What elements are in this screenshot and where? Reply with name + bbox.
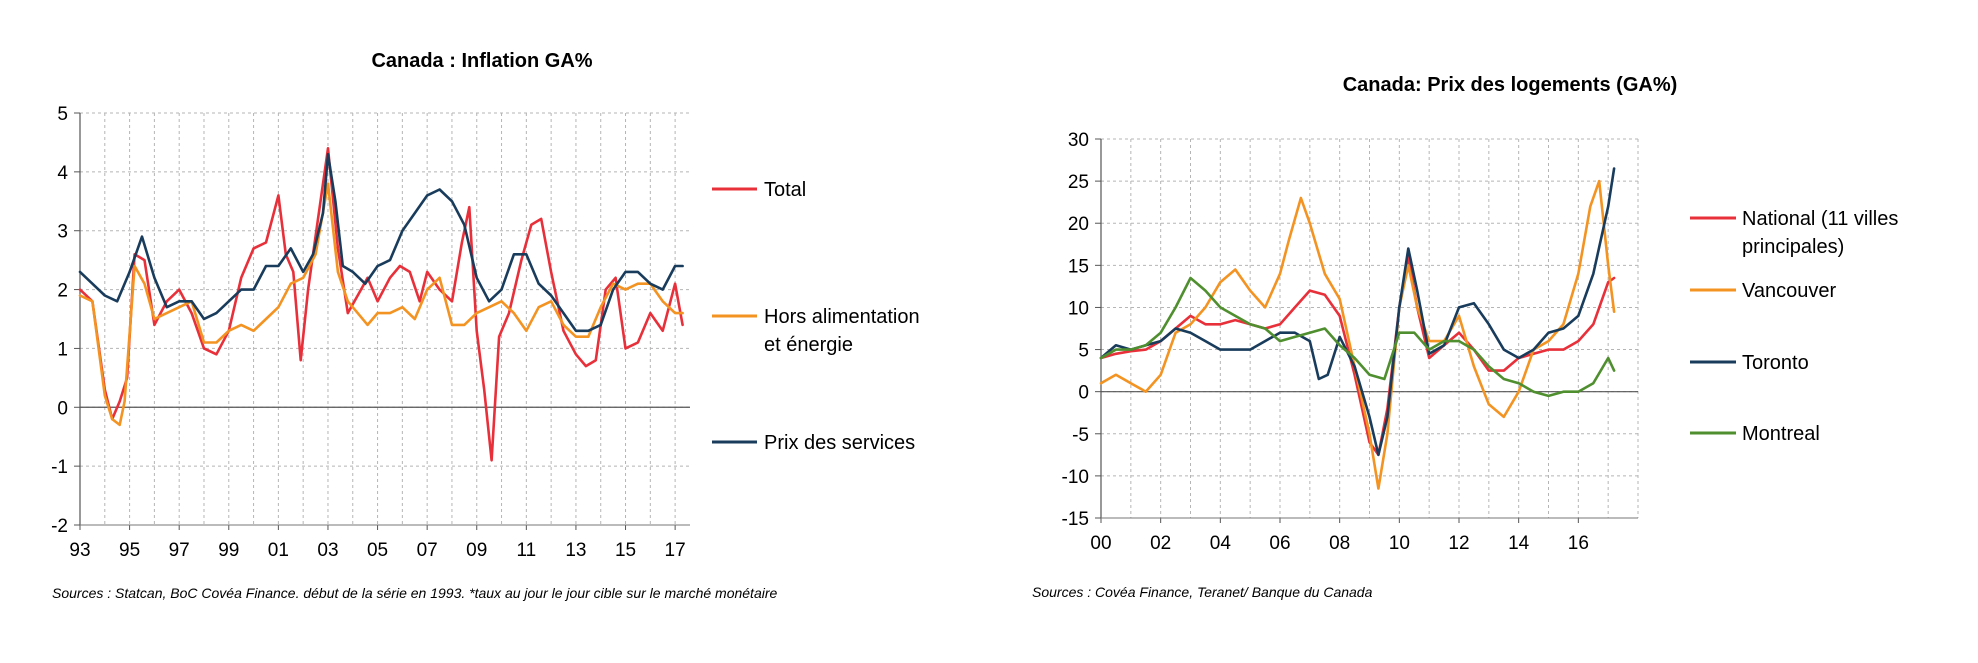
- legend-item-national: National (11 villes principales): [1690, 208, 1904, 258]
- inflation-x-tick-label: 07: [417, 540, 438, 561]
- inflation-axes: [74, 112, 690, 530]
- housing-series-lines: [1099, 167, 1616, 490]
- legend-label-total: Total: [764, 179, 806, 201]
- housing-y-tick-label: -10: [1062, 467, 1089, 488]
- inflation-y-tick-label: 1: [57, 339, 68, 360]
- inflation-gridlines: [79, 112, 690, 526]
- inflation-y-tick-label: 2: [57, 281, 68, 302]
- inflation-x-tick-label: 13: [565, 540, 586, 561]
- legend-label-services: Prix des services: [764, 432, 915, 454]
- housing-x-tick-label: 02: [1150, 533, 1171, 554]
- housing-y-tick-label: -5: [1072, 425, 1089, 446]
- series-line-prix-des-services: [78, 152, 684, 333]
- housing-y-tick-label: 20: [1068, 214, 1089, 235]
- legend-item-services: Prix des services: [712, 432, 915, 454]
- inflation-y-tick-label: 0: [57, 398, 68, 419]
- inflation-x-tick-label: 97: [169, 540, 190, 561]
- inflation-x-tick-label: 17: [665, 540, 686, 561]
- legend-item-montreal: Montreal: [1690, 423, 1820, 445]
- legend-item-core: Hors alimentation et énergie: [712, 306, 925, 356]
- housing-axes: [1095, 138, 1638, 523]
- inflation-y-tick-labels: 5 4 3 2 1 0 -1 -2: [51, 104, 68, 537]
- housing-x-tick-label: 14: [1508, 533, 1530, 554]
- inflation-x-tick-label: 09: [466, 540, 487, 561]
- housing-legend: National (11 villes principales) Vancouv…: [1690, 208, 1904, 445]
- housing-x-tick-label: 10: [1389, 533, 1410, 554]
- housing-y-tick-labels: 30 25 20 15 10 5 0 -5 -10 -15: [1062, 130, 1089, 530]
- housing-y-tick-label: 15: [1068, 256, 1089, 277]
- housing-y-tick-label: 10: [1068, 298, 1089, 319]
- legend-item-total: Total: [712, 179, 806, 201]
- housing-x-tick-label: 16: [1568, 533, 1589, 554]
- housing-source-note: Sources : Covéa Finance, Teranet/ Banque…: [1032, 584, 1373, 600]
- legend-label-toronto: Toronto: [1742, 352, 1809, 374]
- inflation-x-tick-label: 11: [516, 540, 536, 561]
- housing-y-tick-label: 30: [1068, 130, 1089, 151]
- legend-label-core-line1: Hors alimentation: [764, 306, 920, 328]
- inflation-y-tick-label: -1: [51, 457, 68, 478]
- housing-chart-title: Canada: Prix des logements (GA%): [1343, 74, 1678, 96]
- inflation-x-tick-label: 93: [69, 540, 90, 561]
- housing-y-tick-label: 0: [1078, 383, 1089, 404]
- inflation-x-tick-label: 05: [367, 540, 388, 561]
- series-line-total: [78, 147, 684, 462]
- inflation-y-tick-label: 3: [57, 222, 68, 243]
- series-line-montreal: [1099, 276, 1616, 398]
- inflation-x-tick-labels: 93 95 97 99 01 03 05 07 09 11 13 15 17: [69, 540, 685, 561]
- inflation-x-tick-label: 03: [317, 540, 338, 561]
- inflation-y-tick-label: -2: [51, 516, 68, 537]
- series-line-vancouver: [1099, 179, 1616, 490]
- inflation-y-tick-label: 5: [57, 104, 68, 125]
- housing-y-tick-label: -15: [1062, 509, 1089, 530]
- housing-x-tick-label: 06: [1269, 533, 1290, 554]
- legend-label-core-line2: et énergie: [764, 334, 853, 356]
- housing-y-tick-label: 5: [1078, 341, 1089, 362]
- legend-label-montreal: Montreal: [1742, 423, 1820, 445]
- series-line-hors-alimentation-et-nergie: [78, 182, 684, 427]
- inflation-x-tick-label: 01: [268, 540, 289, 561]
- housing-x-tick-labels: 00 02 04 06 08 10 12 14 16: [1090, 533, 1588, 554]
- inflation-chart-title: Canada : Inflation GA%: [371, 50, 592, 72]
- inflation-x-tick-label: 15: [615, 540, 636, 561]
- inflation-series-lines: [78, 147, 684, 462]
- housing-x-tick-label: 00: [1090, 533, 1111, 554]
- housing-y-tick-label: 25: [1068, 172, 1089, 193]
- legend-label-national-line1: National (11 villes: [1742, 208, 1898, 230]
- legend-label-vancouver: Vancouver: [1742, 280, 1836, 302]
- legend-label-national: National (11 villes principales): [1742, 208, 1904, 258]
- series-line-national-11-villes-principales: [1099, 255, 1616, 457]
- inflation-y-tick-label: 4: [57, 163, 68, 184]
- housing-x-tick-label: 12: [1448, 533, 1469, 554]
- inflation-legend: Total Hors alimentation et énergie Prix …: [712, 179, 925, 454]
- legend-item-vancouver: Vancouver: [1690, 280, 1836, 302]
- inflation-x-tick-label: 99: [218, 540, 239, 561]
- legend-label-core: Hors alimentation et énergie: [764, 306, 925, 356]
- legend-label-national-line2: principales): [1742, 236, 1844, 258]
- series-line-toronto: [1099, 167, 1616, 457]
- inflation-chart: Canada : Inflation GA% 5 4 3 2 1 0 -1 -2 93 95 97…: [51, 50, 925, 601]
- inflation-x-tick-label: 95: [119, 540, 140, 561]
- legend-item-toronto: Toronto: [1690, 352, 1809, 374]
- housing-x-tick-label: 04: [1210, 533, 1232, 554]
- housing-x-tick-label: 08: [1329, 533, 1350, 554]
- inflation-source-note: Sources : Statcan, BoC Covéa Finance. dé…: [52, 585, 778, 601]
- housing-chart: Canada: Prix des logements (GA%) 30 25 20 1…: [1032, 74, 1904, 600]
